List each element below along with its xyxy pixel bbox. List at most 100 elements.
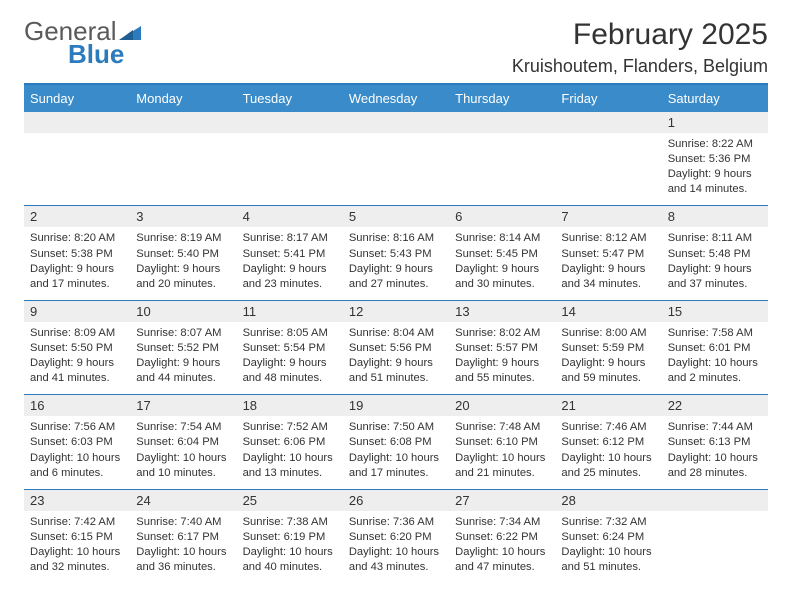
day-number: 9 bbox=[24, 301, 130, 322]
day-line-sunrise: Sunrise: 8:20 AM bbox=[30, 231, 124, 246]
day-line-daylight2: and 51 minutes. bbox=[349, 371, 443, 386]
calendar-day bbox=[237, 112, 343, 205]
day-line-daylight1: Daylight: 10 hours bbox=[30, 545, 124, 560]
day-line-daylight1: Daylight: 9 hours bbox=[349, 356, 443, 371]
day-line-daylight1: Daylight: 10 hours bbox=[455, 545, 549, 560]
day-line-daylight1: Daylight: 9 hours bbox=[30, 262, 124, 277]
day-lines: Sunrise: 7:52 AMSunset: 6:06 PMDaylight:… bbox=[237, 416, 343, 480]
day-line-sunrise: Sunrise: 7:50 AM bbox=[349, 420, 443, 435]
day-line-sunset: Sunset: 6:06 PM bbox=[243, 435, 337, 450]
day-line-daylight1: Daylight: 10 hours bbox=[349, 545, 443, 560]
day-line-daylight2: and 27 minutes. bbox=[349, 277, 443, 292]
day-line-sunrise: Sunrise: 8:16 AM bbox=[349, 231, 443, 246]
day-line-sunset: Sunset: 5:48 PM bbox=[668, 247, 762, 262]
day-line-daylight1: Daylight: 9 hours bbox=[561, 262, 655, 277]
day-line-sunset: Sunset: 5:50 PM bbox=[30, 341, 124, 356]
day-line-daylight2: and 23 minutes. bbox=[243, 277, 337, 292]
calendar-week: 23Sunrise: 7:42 AMSunset: 6:15 PMDayligh… bbox=[24, 490, 768, 583]
day-line-daylight1: Daylight: 10 hours bbox=[561, 451, 655, 466]
day-lines: Sunrise: 8:16 AMSunset: 5:43 PMDaylight:… bbox=[343, 227, 449, 291]
title-block: February 2025 Kruishoutem, Flanders, Bel… bbox=[512, 18, 768, 77]
day-number: 15 bbox=[662, 301, 768, 322]
day-line-daylight2: and 17 minutes. bbox=[349, 466, 443, 481]
calendar-day bbox=[343, 112, 449, 205]
day-lines: Sunrise: 8:09 AMSunset: 5:50 PMDaylight:… bbox=[24, 322, 130, 386]
day-line-daylight1: Daylight: 10 hours bbox=[136, 451, 230, 466]
day-line-sunset: Sunset: 5:45 PM bbox=[455, 247, 549, 262]
day-line-daylight1: Daylight: 9 hours bbox=[561, 356, 655, 371]
day-number: 17 bbox=[130, 395, 236, 416]
page-header: General Blue February 2025 Kruishoutem, … bbox=[24, 18, 768, 77]
day-line-daylight1: Daylight: 10 hours bbox=[349, 451, 443, 466]
calendar-day bbox=[662, 490, 768, 583]
day-lines: Sunrise: 7:54 AMSunset: 6:04 PMDaylight:… bbox=[130, 416, 236, 480]
calendar-day: 18Sunrise: 7:52 AMSunset: 6:06 PMDayligh… bbox=[237, 395, 343, 488]
calendar-day: 15Sunrise: 7:58 AMSunset: 6:01 PMDayligh… bbox=[662, 301, 768, 394]
calendar-day: 25Sunrise: 7:38 AMSunset: 6:19 PMDayligh… bbox=[237, 490, 343, 583]
day-line-sunset: Sunset: 5:38 PM bbox=[30, 247, 124, 262]
day-header: Wednesday bbox=[343, 85, 449, 112]
day-line-sunrise: Sunrise: 7:42 AM bbox=[30, 515, 124, 530]
day-line-sunset: Sunset: 5:43 PM bbox=[349, 247, 443, 262]
day-line-sunset: Sunset: 5:41 PM bbox=[243, 247, 337, 262]
day-line-daylight2: and 28 minutes. bbox=[668, 466, 762, 481]
calendar-day: 17Sunrise: 7:54 AMSunset: 6:04 PMDayligh… bbox=[130, 395, 236, 488]
day-lines: Sunrise: 8:02 AMSunset: 5:57 PMDaylight:… bbox=[449, 322, 555, 386]
day-line-daylight2: and 13 minutes. bbox=[243, 466, 337, 481]
day-header: Friday bbox=[555, 85, 661, 112]
day-number: 5 bbox=[343, 206, 449, 227]
day-line-daylight2: and 6 minutes. bbox=[30, 466, 124, 481]
calendar-week: 9Sunrise: 8:09 AMSunset: 5:50 PMDaylight… bbox=[24, 301, 768, 395]
day-line-sunrise: Sunrise: 7:40 AM bbox=[136, 515, 230, 530]
day-line-sunset: Sunset: 6:19 PM bbox=[243, 530, 337, 545]
calendar-day: 28Sunrise: 7:32 AMSunset: 6:24 PMDayligh… bbox=[555, 490, 661, 583]
calendar-day: 24Sunrise: 7:40 AMSunset: 6:17 PMDayligh… bbox=[130, 490, 236, 583]
day-line-daylight2: and 51 minutes. bbox=[561, 560, 655, 575]
day-line-sunset: Sunset: 5:40 PM bbox=[136, 247, 230, 262]
day-lines: Sunrise: 8:11 AMSunset: 5:48 PMDaylight:… bbox=[662, 227, 768, 291]
day-line-sunrise: Sunrise: 8:19 AM bbox=[136, 231, 230, 246]
day-number bbox=[237, 112, 343, 133]
day-number: 12 bbox=[343, 301, 449, 322]
day-line-daylight1: Daylight: 9 hours bbox=[243, 356, 337, 371]
calendar-day: 26Sunrise: 7:36 AMSunset: 6:20 PMDayligh… bbox=[343, 490, 449, 583]
day-number: 7 bbox=[555, 206, 661, 227]
day-lines: Sunrise: 8:19 AMSunset: 5:40 PMDaylight:… bbox=[130, 227, 236, 291]
day-number bbox=[24, 112, 130, 133]
day-line-daylight2: and 34 minutes. bbox=[561, 277, 655, 292]
day-number: 24 bbox=[130, 490, 236, 511]
day-line-daylight1: Daylight: 10 hours bbox=[243, 451, 337, 466]
calendar-day: 7Sunrise: 8:12 AMSunset: 5:47 PMDaylight… bbox=[555, 206, 661, 299]
day-line-sunrise: Sunrise: 8:00 AM bbox=[561, 326, 655, 341]
month-title: February 2025 bbox=[512, 18, 768, 52]
day-line-sunset: Sunset: 6:15 PM bbox=[30, 530, 124, 545]
day-line-sunrise: Sunrise: 8:14 AM bbox=[455, 231, 549, 246]
calendar-day: 10Sunrise: 8:07 AMSunset: 5:52 PMDayligh… bbox=[130, 301, 236, 394]
calendar-day bbox=[449, 112, 555, 205]
calendar-day: 13Sunrise: 8:02 AMSunset: 5:57 PMDayligh… bbox=[449, 301, 555, 394]
calendar-day: 6Sunrise: 8:14 AMSunset: 5:45 PMDaylight… bbox=[449, 206, 555, 299]
calendar-day: 27Sunrise: 7:34 AMSunset: 6:22 PMDayligh… bbox=[449, 490, 555, 583]
day-number bbox=[130, 112, 236, 133]
day-line-daylight2: and 2 minutes. bbox=[668, 371, 762, 386]
day-line-daylight1: Daylight: 10 hours bbox=[668, 356, 762, 371]
calendar-day: 14Sunrise: 8:00 AMSunset: 5:59 PMDayligh… bbox=[555, 301, 661, 394]
day-line-sunset: Sunset: 6:01 PM bbox=[668, 341, 762, 356]
day-line-daylight2: and 20 minutes. bbox=[136, 277, 230, 292]
day-lines: Sunrise: 7:38 AMSunset: 6:19 PMDaylight:… bbox=[237, 511, 343, 575]
day-line-daylight1: Daylight: 9 hours bbox=[349, 262, 443, 277]
calendar-day: 12Sunrise: 8:04 AMSunset: 5:56 PMDayligh… bbox=[343, 301, 449, 394]
calendar-day: 4Sunrise: 8:17 AMSunset: 5:41 PMDaylight… bbox=[237, 206, 343, 299]
day-number: 26 bbox=[343, 490, 449, 511]
day-line-daylight2: and 55 minutes. bbox=[455, 371, 549, 386]
calendar-day: 2Sunrise: 8:20 AMSunset: 5:38 PMDaylight… bbox=[24, 206, 130, 299]
day-number: 22 bbox=[662, 395, 768, 416]
day-lines: Sunrise: 7:50 AMSunset: 6:08 PMDaylight:… bbox=[343, 416, 449, 480]
day-lines: Sunrise: 7:32 AMSunset: 6:24 PMDaylight:… bbox=[555, 511, 661, 575]
day-number: 19 bbox=[343, 395, 449, 416]
day-line-daylight1: Daylight: 10 hours bbox=[30, 451, 124, 466]
day-number bbox=[449, 112, 555, 133]
location-title: Kruishoutem, Flanders, Belgium bbox=[512, 56, 768, 77]
day-line-daylight2: and 37 minutes. bbox=[668, 277, 762, 292]
day-line-daylight2: and 32 minutes. bbox=[30, 560, 124, 575]
